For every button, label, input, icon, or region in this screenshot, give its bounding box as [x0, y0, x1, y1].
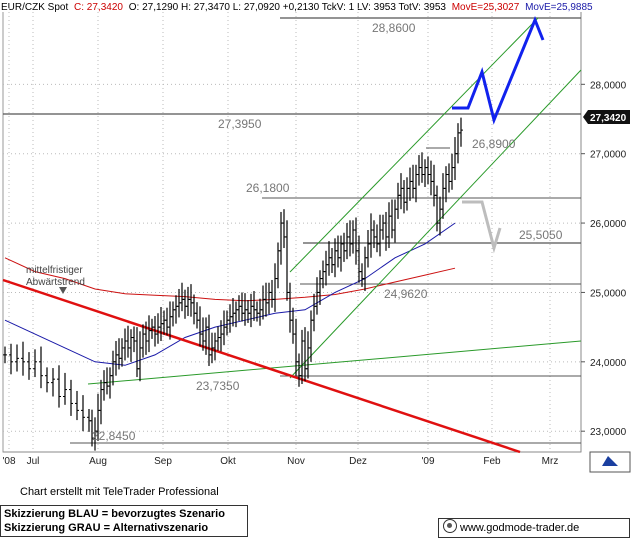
- drawing-tool-button[interactable]: [589, 451, 631, 473]
- header-mov1: MovE=25,3027: [452, 2, 520, 13]
- scenario-blue-path: [452, 16, 545, 125]
- y-tick-label: 26,0000: [590, 219, 627, 230]
- level-label-26180: 26,1800: [246, 181, 290, 195]
- x-tick-label: Dez: [349, 456, 367, 467]
- pen-icon: [602, 456, 618, 466]
- price-bars: [3, 117, 463, 451]
- annotation-arrow-icon: [59, 287, 67, 294]
- x-tick-label: '09: [421, 456, 434, 467]
- y-tick-label: 27,0000: [590, 150, 627, 161]
- x-tick-label: Sep: [154, 456, 172, 467]
- svg-text:EUR/CZK Spot C: 27,3420: EUR/CZK Spot C: 27,3420 O: 27,1290 H: 27…: [1, 2, 593, 13]
- legend-gray: Skizzierung GRAU = Alternativszenario: [4, 522, 209, 534]
- website-text: www.godmode-trader.de: [460, 522, 580, 534]
- y-tick-label: 25,0000: [590, 288, 627, 299]
- level-label-23735: 23,7350: [196, 379, 240, 393]
- level-label-27395: 27,3950: [218, 117, 262, 131]
- annotation-downtrend: mittelfristiger Abwärtstrend: [26, 265, 85, 288]
- green-support-line: [87, 340, 582, 385]
- y-tick-label: 28,0000: [590, 80, 627, 91]
- level-label-26890: 26,8900: [472, 137, 516, 151]
- level-lines: [3, 17, 581, 444]
- y-axis: 23,0000 24,0000 25,0000 26,0000 27,0000 28,00…: [581, 80, 627, 438]
- level-label-22845: 22,8450: [92, 429, 136, 443]
- legend-blue: Skizzierung BLAU = bevorzugtes Szenario: [4, 508, 225, 520]
- plot-area: [2, 7, 582, 453]
- y-tick-label: 24,0000: [590, 358, 627, 369]
- scenario-legend: Skizzierung BLAU = bevorzugtes Szenario …: [0, 505, 248, 537]
- channel-upper-line: [289, 17, 539, 273]
- header-symbol: EUR/CZK Spot: [1, 2, 68, 13]
- annotation-line-1: mittelfristiger: [26, 265, 83, 276]
- x-tick-label: Mrz: [542, 456, 559, 467]
- last-price-box: [583, 110, 630, 124]
- x-tick-label: Nov: [287, 456, 305, 467]
- header-mov2: MovE=25,9885: [525, 2, 593, 13]
- chart-credit: Chart erstellt mit TeleTrader Profession…: [20, 486, 219, 498]
- copyright-icon: [443, 519, 457, 533]
- x-tick-label: Jul: [27, 456, 40, 467]
- annotation-line-2: Abwärtstrend: [26, 277, 85, 288]
- scenario-gray-path: [462, 200, 502, 254]
- header-bar: [0, 0, 631, 12]
- x-axis: '08 Jul Aug Sep Okt Nov Dez '09 Feb Mrz: [2, 456, 558, 467]
- level-label-24962: 24,9620: [384, 287, 428, 301]
- last-price-marker: 27,3420: [583, 110, 630, 124]
- header-close: C: 27,3420: [74, 2, 123, 13]
- level-label-28860: 28,8600: [372, 21, 416, 35]
- moving-average-red: [4, 257, 456, 302]
- website-link[interactable]: www.godmode-trader.de: [438, 518, 630, 538]
- level-label-25505: 25,5050: [519, 228, 563, 242]
- x-tick-label: Aug: [89, 456, 107, 467]
- header-ohlc: O: 27,1290 H: 27,3470 L: 27,0920 +0,2130…: [129, 2, 447, 13]
- downtrend-line: [2, 278, 521, 454]
- y-tick-label: 23,0000: [590, 427, 627, 438]
- x-tick-label: '08: [2, 456, 15, 467]
- last-price-label: 27,3420: [590, 113, 627, 124]
- x-tick-label: Okt: [220, 456, 236, 467]
- channel-lower-line: [289, 69, 582, 379]
- x-tick-label: Feb: [483, 456, 501, 467]
